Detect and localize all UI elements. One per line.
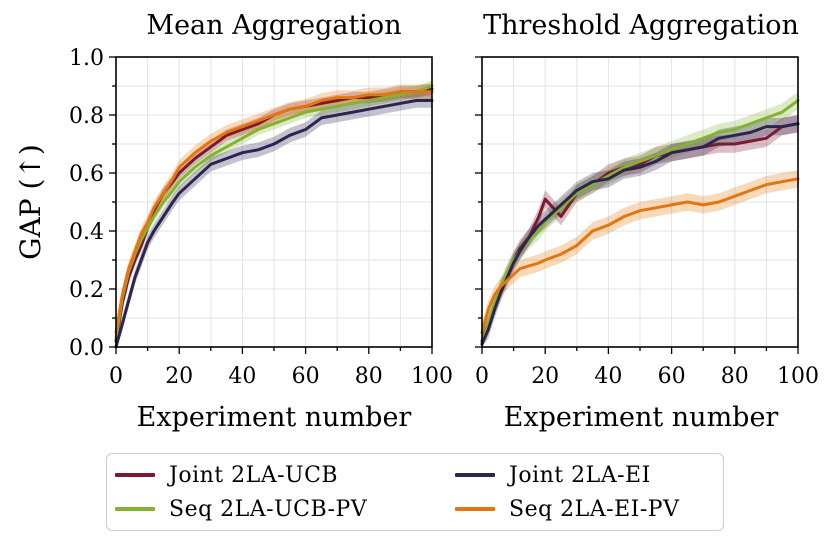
legend-swatch-seq-ucb (115, 507, 155, 511)
chart-panel-mean: 0 20 40 60 80 100 0.0 0.2 0.4 0.6 0.8 1.0 (69, 46, 453, 389)
x-tick-label: 100 (411, 364, 453, 389)
panel-title-threshold: Threshold Aggregation (483, 10, 799, 41)
x-tick-label: 0 (109, 364, 123, 389)
legend-label-seq-ei: Seq 2LA-EI-PV (509, 496, 680, 522)
x-tick-label: 80 (355, 364, 383, 389)
y-tick-label: 1.0 (69, 46, 104, 71)
legend-swatch-joint-ei (455, 473, 495, 477)
legend-label-joint-ucb: Joint 2LA-UCB (169, 462, 339, 488)
legend-label-joint-ei: Joint 2LA-EI (509, 462, 651, 488)
series-line-seq-ei (114, 90, 434, 334)
panel-title-mean: Mean Aggregation (146, 10, 401, 41)
x-tick-label: 100 (777, 364, 819, 389)
x-tick-label: 40 (594, 364, 622, 389)
legend-swatch-joint-ucb (115, 473, 155, 477)
confidence-band-seq-ei (116, 84, 432, 340)
x-tick-label: 20 (165, 364, 193, 389)
series-line-seq-ei (480, 177, 800, 334)
y-axis-label: GAP (↑) (14, 144, 47, 260)
x-tick-label: 60 (292, 364, 320, 389)
legend-label-seq-ucb: Seq 2LA-UCB-PV (169, 496, 368, 522)
legend-swatch-seq-ei (455, 507, 495, 511)
series-line-joint-ei (480, 122, 800, 346)
legend-item-joint-ei: Joint 2LA-EI (455, 460, 651, 490)
y-tick-label: 0.2 (69, 278, 104, 303)
series-line-seq-ucb (114, 84, 434, 340)
x-tick-label: 20 (531, 364, 559, 389)
x-tick-label: 40 (228, 364, 256, 389)
x-tick-label: 0 (475, 364, 489, 389)
legend-item-joint-ucb: Joint 2LA-UCB (115, 460, 338, 490)
x-tick-label: 60 (658, 364, 686, 389)
legend-item-seq-ei: Seq 2LA-EI-PV (455, 494, 679, 524)
series-line-joint-ei (114, 99, 434, 349)
x-axis-label-mean: Experiment number (137, 402, 412, 433)
x-tick-label: 80 (721, 364, 749, 389)
y-tick-label: 0.0 (69, 336, 104, 361)
y-tick-label: 0.4 (69, 220, 104, 245)
legend: Joint 2LA-UCB Joint 2LA-EI Seq 2LA-UCB-P… (106, 453, 724, 531)
legend-item-seq-ucb: Seq 2LA-UCB-PV (115, 494, 367, 524)
y-tick-label: 0.8 (69, 104, 104, 129)
x-axis-label-threshold: Experiment number (504, 402, 779, 433)
chart-panel-threshold: 0 20 40 60 80 100 (475, 56, 819, 389)
series-line-joint-ucb (114, 87, 434, 343)
confidence-band-seq-ei (482, 170, 798, 342)
y-tick-label: 0.6 (69, 162, 104, 187)
